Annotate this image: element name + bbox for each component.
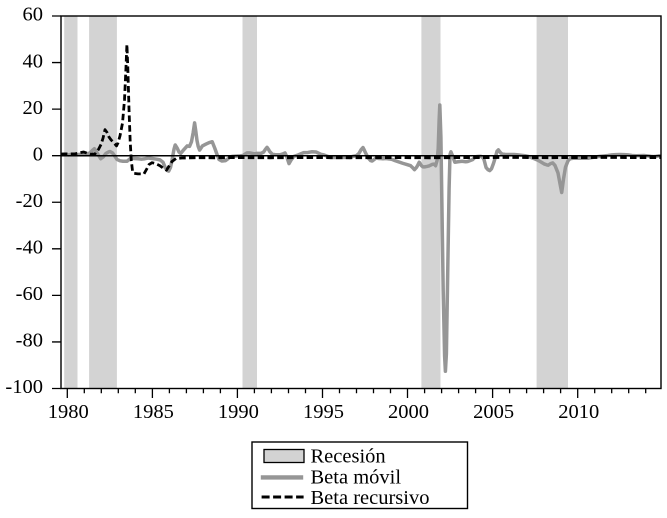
svg-text:40: 40 bbox=[23, 50, 44, 72]
svg-text:Beta recursivo: Beta recursivo bbox=[311, 487, 430, 509]
svg-text:0: 0 bbox=[33, 143, 43, 165]
svg-text:-60: -60 bbox=[16, 283, 43, 305]
svg-text:1980: 1980 bbox=[48, 401, 89, 423]
svg-text:2005: 2005 bbox=[473, 401, 514, 423]
svg-text:1995: 1995 bbox=[303, 401, 344, 423]
svg-text:-100: -100 bbox=[5, 376, 43, 398]
svg-text:-40: -40 bbox=[16, 237, 43, 259]
svg-text:-20: -20 bbox=[16, 190, 43, 212]
svg-text:-80: -80 bbox=[16, 330, 43, 352]
svg-text:Beta móvil: Beta móvil bbox=[311, 466, 402, 488]
svg-text:2000: 2000 bbox=[388, 401, 429, 423]
svg-text:20: 20 bbox=[23, 97, 44, 119]
svg-text:60: 60 bbox=[23, 4, 44, 26]
svg-text:1985: 1985 bbox=[133, 401, 174, 423]
svg-text:2010: 2010 bbox=[558, 401, 599, 423]
svg-text:1990: 1990 bbox=[218, 401, 259, 423]
svg-text:Recesión: Recesión bbox=[311, 446, 386, 468]
